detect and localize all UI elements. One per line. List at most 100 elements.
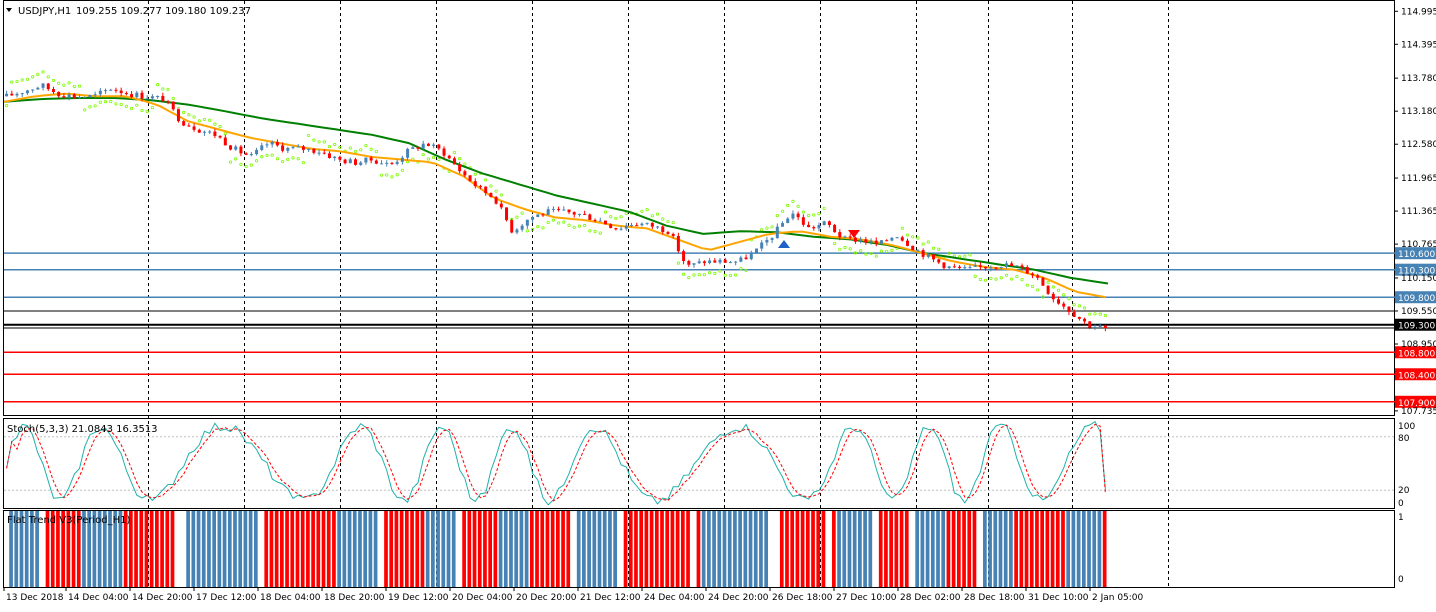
trend-bar: [785, 511, 789, 587]
main-price-panel[interactable]: [3, 0, 1395, 416]
candle-body: [406, 148, 410, 158]
trend-bar: [410, 511, 414, 587]
sar-dot: [307, 133, 311, 138]
candle-body: [770, 238, 774, 240]
candle-body: [338, 156, 342, 160]
sar-dot: [359, 148, 363, 152]
trend-bar: [956, 511, 961, 587]
trend-bar: [368, 511, 373, 587]
sell-arrow-icon: [848, 230, 860, 238]
candle-body: [312, 148, 316, 153]
trend-bar: [852, 511, 857, 587]
sar-dot: [530, 228, 535, 232]
trend-bar: [363, 511, 368, 587]
trend-bar: [628, 511, 633, 587]
sar-dot: [775, 213, 779, 218]
trend-bar: [1045, 511, 1050, 587]
trend-bar: [97, 511, 102, 587]
sar-dot: [879, 249, 884, 253]
candle-body: [484, 186, 488, 194]
candle-body: [984, 266, 988, 269]
sar-dot: [281, 160, 285, 164]
candle-body: [67, 94, 71, 98]
candle-body: [1046, 285, 1050, 294]
candle-body: [718, 259, 722, 263]
candle-body: [88, 95, 92, 98]
sar-dot: [67, 81, 71, 85]
trend-bar: [56, 511, 60, 587]
candle-body: [176, 109, 180, 122]
candle-body: [838, 232, 842, 238]
trend-bar: [743, 511, 748, 587]
candle-body: [864, 239, 868, 243]
stochastic-panel[interactable]: [3, 418, 1395, 509]
trend-bar: [805, 511, 810, 587]
sar-dot: [984, 278, 988, 282]
candle-body: [494, 196, 498, 204]
trend-bar: [540, 511, 545, 587]
candle-body: [926, 254, 930, 257]
sar-dot: [114, 102, 118, 106]
candle-body: [635, 225, 639, 227]
candle-body: [947, 266, 951, 269]
candle-body: [609, 224, 613, 229]
trend-bar: [1102, 511, 1107, 587]
sar-dot: [275, 157, 279, 161]
candle-body: [385, 162, 389, 164]
sar-dot: [489, 184, 493, 188]
candle-body: [499, 203, 503, 208]
candle-body: [130, 94, 134, 98]
sar-dot: [499, 193, 503, 197]
candle-body: [25, 90, 29, 94]
time-label: 28 Dec 18:00: [964, 593, 1025, 603]
candle-body: [1083, 318, 1087, 322]
sar-dot: [166, 87, 170, 92]
sar-dot: [161, 87, 165, 91]
sar-dot: [20, 78, 24, 82]
trend-bar: [925, 511, 930, 587]
sar-dot: [109, 99, 113, 104]
time-label: 20 Dec 20:00: [516, 593, 577, 603]
sar-dot: [1103, 313, 1107, 318]
symbol-dropdown-icon[interactable]: [6, 8, 12, 12]
sar-dot: [208, 118, 212, 122]
candle-body: [348, 159, 352, 164]
trend-bar: [144, 511, 149, 587]
trend-bar: [102, 511, 107, 587]
sar-dot: [536, 225, 540, 229]
candle-body: [557, 208, 561, 210]
trend-bar: [1040, 511, 1045, 587]
sar-dot: [833, 241, 837, 246]
trend-bar: [19, 511, 24, 587]
candle-body: [900, 237, 904, 241]
trend-bar: [24, 511, 29, 587]
trend-bar: [779, 511, 784, 587]
sar-dot: [973, 274, 977, 278]
candle-body: [781, 223, 785, 227]
trend-bar: [415, 511, 420, 587]
time-label: 18 Dec 20:00: [324, 593, 385, 603]
candle-body: [265, 144, 269, 146]
sar-dot: [322, 140, 326, 144]
time-label: 14 Dec 04:00: [68, 593, 129, 603]
trend-bar: [352, 511, 357, 587]
trend-bar: [602, 511, 607, 587]
candle-body: [296, 146, 300, 148]
candle-body: [421, 143, 425, 149]
candle-body: [562, 209, 566, 211]
trend-bar: [941, 511, 946, 587]
sar-dot: [1046, 280, 1050, 285]
sar-dot: [989, 276, 993, 280]
price-tick-label: 114.395: [1401, 40, 1436, 50]
buy-arrow-icon: [778, 240, 790, 248]
candle-body: [932, 254, 936, 260]
sar-dot: [1015, 274, 1019, 279]
trend-bar: [623, 511, 628, 587]
sar-dot: [1067, 297, 1071, 301]
price-tick-label: 113.780: [1401, 74, 1436, 84]
trend-bar: [930, 511, 935, 587]
candle-body: [51, 89, 55, 92]
sar-dot: [1041, 295, 1045, 299]
